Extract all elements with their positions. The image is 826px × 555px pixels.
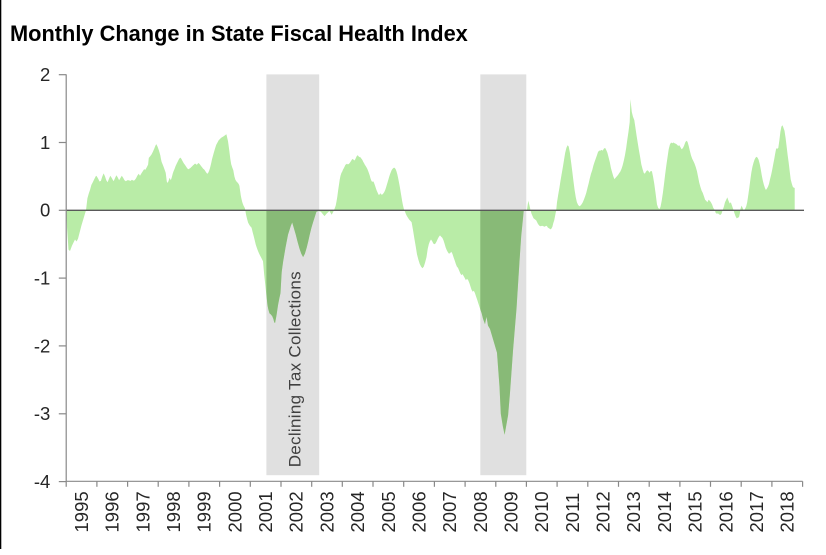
svg-text:Monthly Change in State Fiscal: Monthly Change in State Fiscal Health In… bbox=[10, 21, 468, 46]
svg-text:-2: -2 bbox=[34, 335, 50, 356]
svg-text:2007: 2007 bbox=[439, 491, 460, 532]
svg-text:1995: 1995 bbox=[71, 491, 92, 532]
svg-text:2011: 2011 bbox=[562, 493, 583, 533]
svg-text:-4: -4 bbox=[34, 471, 50, 492]
svg-text:-3: -3 bbox=[34, 403, 50, 424]
svg-text:2012: 2012 bbox=[593, 491, 614, 532]
svg-text:-1: -1 bbox=[34, 268, 50, 289]
svg-text:2014: 2014 bbox=[654, 491, 675, 532]
svg-text:0: 0 bbox=[40, 200, 50, 221]
svg-text:2000: 2000 bbox=[224, 491, 245, 532]
svg-text:1: 1 bbox=[40, 132, 50, 153]
svg-text:2001: 2001 bbox=[255, 491, 276, 532]
svg-text:2005: 2005 bbox=[378, 491, 399, 532]
svg-text:2: 2 bbox=[40, 64, 50, 85]
svg-text:2016: 2016 bbox=[715, 491, 736, 532]
svg-text:2008: 2008 bbox=[470, 491, 491, 532]
svg-text:2015: 2015 bbox=[685, 491, 706, 532]
svg-text:Declining Tax Collections: Declining Tax Collections bbox=[285, 271, 304, 467]
svg-text:2017: 2017 bbox=[746, 491, 767, 532]
svg-text:2018: 2018 bbox=[777, 491, 798, 532]
svg-text:2009: 2009 bbox=[501, 491, 522, 532]
svg-text:2013: 2013 bbox=[623, 491, 644, 532]
svg-text:2002: 2002 bbox=[286, 491, 307, 532]
svg-text:1998: 1998 bbox=[163, 491, 184, 532]
svg-text:1999: 1999 bbox=[194, 491, 215, 532]
svg-text:2006: 2006 bbox=[409, 491, 430, 532]
svg-text:2003: 2003 bbox=[316, 491, 337, 532]
svg-text:2010: 2010 bbox=[531, 491, 552, 532]
svg-text:1996: 1996 bbox=[102, 491, 123, 532]
svg-text:2004: 2004 bbox=[347, 491, 368, 532]
svg-text:1997: 1997 bbox=[132, 491, 153, 532]
